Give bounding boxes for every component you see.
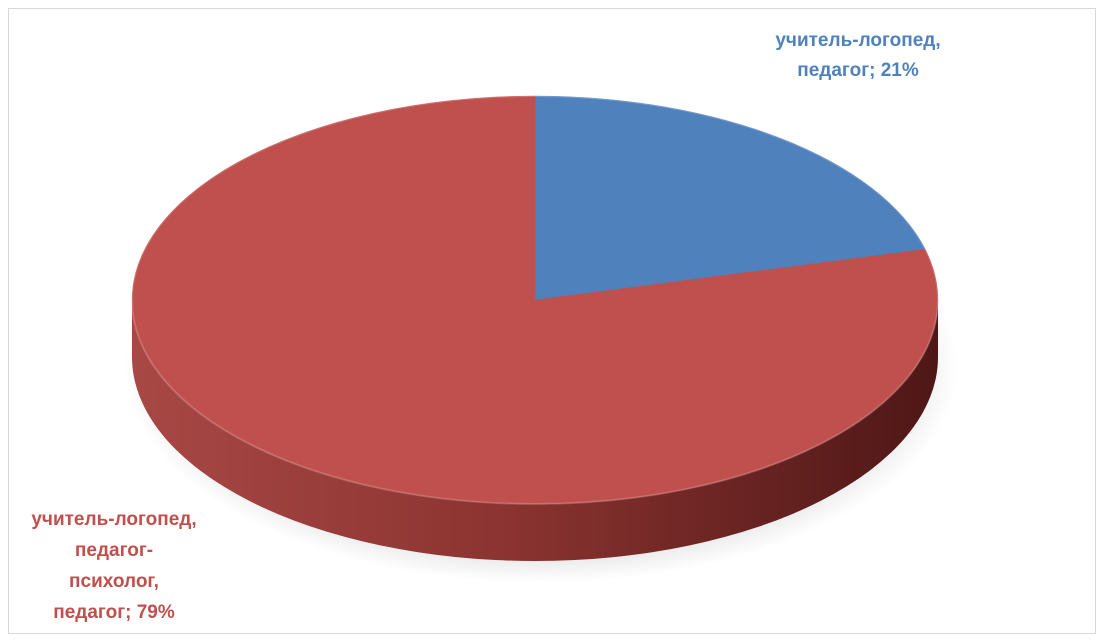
pie-rim <box>131 95 939 505</box>
data-label-2: учитель-логопед, педагог-психолог, педагог… <box>31 509 196 623</box>
pie-slice-2 <box>131 95 939 505</box>
pie-side-wall <box>132 300 938 561</box>
data-label-1: учитель-логопед, педагог; 21% <box>775 30 940 81</box>
pie-slice-1 <box>534 95 926 301</box>
